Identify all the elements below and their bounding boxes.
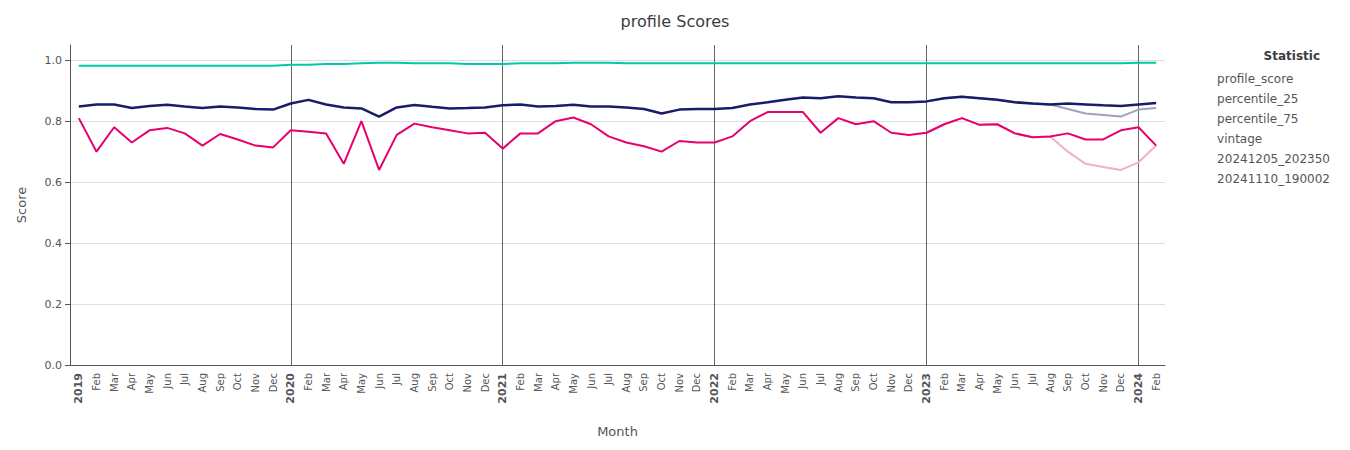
svg-text:Jul: Jul bbox=[391, 373, 402, 386]
svg-text:Aug: Aug bbox=[1045, 373, 1056, 393]
svg-text:May: May bbox=[356, 373, 367, 394]
svg-text:Aug: Aug bbox=[409, 373, 420, 393]
svg-text:Oct: Oct bbox=[1080, 373, 1091, 390]
svg-text:Apr: Apr bbox=[762, 372, 773, 390]
svg-text:Feb: Feb bbox=[727, 373, 738, 391]
svg-text:Oct: Oct bbox=[232, 373, 243, 390]
svg-text:Apr: Apr bbox=[974, 372, 985, 390]
svg-text:Jun: Jun bbox=[374, 373, 385, 390]
svg-text:percentile_25: percentile_25 bbox=[1217, 92, 1298, 106]
svg-text:Sep: Sep bbox=[1062, 373, 1073, 392]
svg-text:May: May bbox=[144, 373, 155, 394]
svg-text:Jun: Jun bbox=[586, 373, 597, 390]
svg-text:Sep: Sep bbox=[638, 373, 649, 392]
svg-text:Mar: Mar bbox=[109, 372, 120, 392]
svg-text:Oct: Oct bbox=[444, 373, 455, 390]
svg-text:Apr: Apr bbox=[126, 372, 137, 390]
svg-text:May: May bbox=[780, 373, 791, 394]
svg-text:profile_score: profile_score bbox=[1217, 72, 1293, 86]
svg-text:Feb: Feb bbox=[91, 373, 102, 391]
svg-text:Jul: Jul bbox=[815, 373, 826, 386]
svg-text:percentile_75: percentile_75 bbox=[1217, 112, 1298, 126]
svg-text:Nov: Nov bbox=[462, 373, 473, 393]
svg-text:0.8: 0.8 bbox=[45, 115, 63, 128]
svg-text:2019: 2019 bbox=[72, 373, 85, 404]
svg-text:2022: 2022 bbox=[708, 373, 721, 404]
svg-text:Sep: Sep bbox=[850, 373, 861, 392]
svg-text:Feb: Feb bbox=[515, 373, 526, 391]
svg-text:May: May bbox=[568, 373, 579, 394]
svg-text:May: May bbox=[992, 373, 1003, 394]
svg-text:Apr: Apr bbox=[338, 372, 349, 390]
svg-text:Oct: Oct bbox=[868, 373, 879, 390]
svg-text:Mar: Mar bbox=[321, 372, 332, 392]
svg-text:Feb: Feb bbox=[1151, 373, 1162, 391]
svg-text:Sep: Sep bbox=[215, 373, 226, 392]
svg-text:Month: Month bbox=[597, 424, 638, 439]
svg-text:Oct: Oct bbox=[656, 373, 667, 390]
svg-text:Jun: Jun bbox=[1009, 373, 1020, 390]
svg-text:Statistic: Statistic bbox=[1264, 49, 1320, 63]
svg-text:Score: Score bbox=[14, 187, 29, 223]
svg-text:Jul: Jul bbox=[179, 373, 190, 386]
svg-text:Nov: Nov bbox=[886, 373, 897, 393]
svg-text:0.2: 0.2 bbox=[45, 298, 63, 311]
svg-text:Aug: Aug bbox=[197, 373, 208, 393]
svg-text:Mar: Mar bbox=[533, 372, 544, 392]
svg-text:0.0: 0.0 bbox=[45, 359, 63, 372]
svg-text:vintage: vintage bbox=[1217, 132, 1262, 146]
svg-text:20241205_202350: 20241205_202350 bbox=[1217, 152, 1330, 166]
svg-text:Mar: Mar bbox=[956, 372, 967, 392]
svg-text:Apr: Apr bbox=[550, 372, 561, 390]
svg-text:2024: 2024 bbox=[1132, 373, 1145, 404]
svg-text:20241110_190002: 20241110_190002 bbox=[1217, 172, 1330, 186]
svg-text:0.6: 0.6 bbox=[45, 176, 63, 189]
svg-text:Jun: Jun bbox=[797, 373, 808, 390]
svg-text:Mar: Mar bbox=[744, 372, 755, 392]
svg-text:Dec: Dec bbox=[268, 373, 279, 392]
svg-text:0.4: 0.4 bbox=[45, 237, 63, 250]
svg-text:2020: 2020 bbox=[284, 373, 297, 404]
svg-text:Nov: Nov bbox=[250, 373, 261, 393]
svg-text:2021: 2021 bbox=[496, 373, 509, 404]
svg-text:Jul: Jul bbox=[1027, 373, 1038, 386]
svg-text:Feb: Feb bbox=[303, 373, 314, 391]
svg-text:1.0: 1.0 bbox=[45, 54, 63, 67]
svg-text:profile Scores: profile Scores bbox=[621, 12, 730, 31]
svg-text:Dec: Dec bbox=[691, 373, 702, 392]
svg-text:2023: 2023 bbox=[920, 373, 933, 404]
svg-text:Nov: Nov bbox=[1098, 373, 1109, 393]
svg-text:Nov: Nov bbox=[674, 373, 685, 393]
svg-text:Feb: Feb bbox=[939, 373, 950, 391]
svg-text:Sep: Sep bbox=[427, 373, 438, 392]
svg-text:Aug: Aug bbox=[833, 373, 844, 393]
svg-text:Aug: Aug bbox=[621, 373, 632, 393]
svg-text:Jul: Jul bbox=[603, 373, 614, 386]
svg-text:Dec: Dec bbox=[480, 373, 491, 392]
svg-text:Dec: Dec bbox=[1115, 373, 1126, 392]
svg-text:Dec: Dec bbox=[903, 373, 914, 392]
svg-text:Jun: Jun bbox=[162, 373, 173, 390]
